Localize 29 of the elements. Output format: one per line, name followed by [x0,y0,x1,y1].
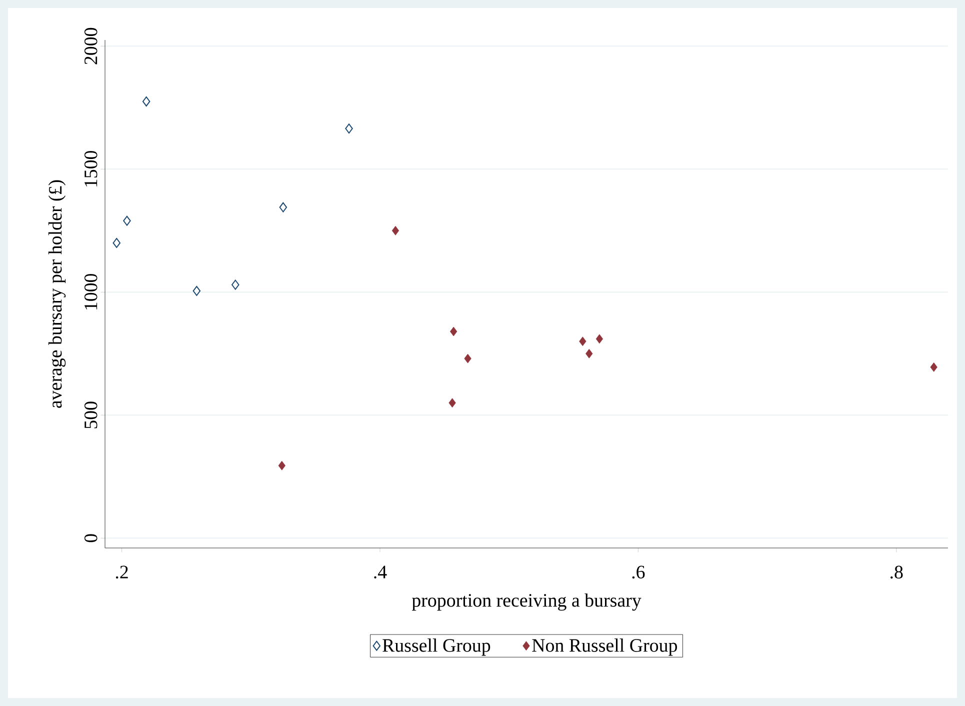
point [232,280,240,290]
point [392,226,400,236]
point [345,124,353,134]
point [586,348,593,358]
x-axis-title: proportion receiving a bursary [412,593,642,611]
y-axis-title: average bursary per holder (£) [48,180,66,408]
point [450,326,458,336]
y-tick-label: 2000 [84,28,98,64]
point [123,216,131,226]
point [279,202,288,212]
x-tick-label: .4 [374,566,387,578]
point [192,286,201,296]
point [142,96,150,106]
point [579,336,586,346]
y-tick-label: 0 [84,534,98,542]
legend-label: Russell Group [382,638,490,656]
y-tick-label: 500 [84,402,98,428]
point [278,460,286,470]
y-tick-label: 1500 [84,150,98,186]
legend-label: Non Russell Group [532,638,677,656]
point [464,354,472,364]
point [112,238,121,248]
x-tick-label: .8 [890,566,903,579]
x-tick-label: .2 [116,566,128,579]
y-tick-label: 1000 [84,274,98,310]
point [930,362,938,372]
x-tick-label: .6 [632,566,645,579]
point [448,398,456,408]
point [596,334,604,344]
